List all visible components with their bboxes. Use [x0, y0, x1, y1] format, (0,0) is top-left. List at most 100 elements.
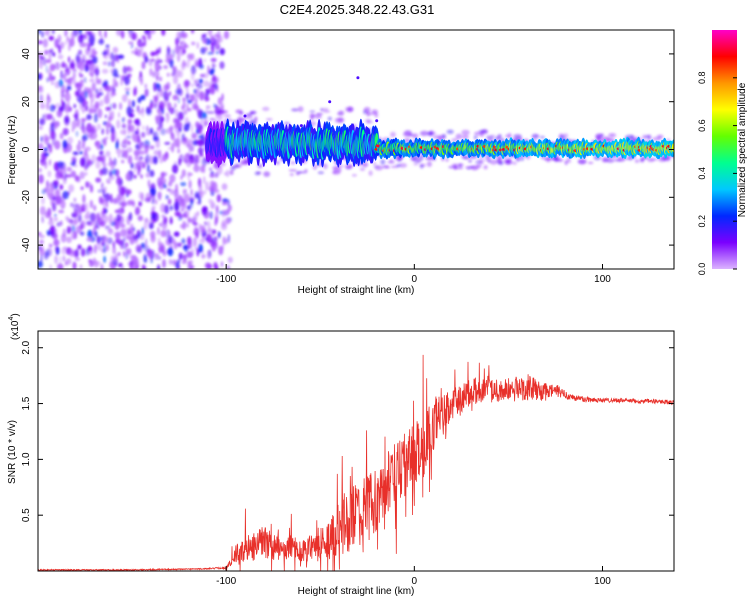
noise-blob — [86, 114, 92, 120]
noise-blob — [148, 155, 155, 165]
noise-blob — [167, 198, 172, 205]
haze-blob — [209, 167, 213, 171]
noise-blob — [99, 99, 104, 107]
noise-blob — [128, 99, 131, 108]
noise-blob — [213, 262, 218, 269]
noise-blob — [115, 221, 122, 229]
noise-blob — [164, 229, 171, 239]
noise-blob — [106, 195, 111, 200]
noise-blob — [176, 259, 181, 264]
noise-blob — [170, 219, 173, 224]
noise-blob — [199, 78, 203, 84]
noise-blob — [73, 203, 79, 213]
noise-blob — [79, 74, 84, 78]
noise-blob — [73, 197, 77, 203]
haze-blob — [458, 163, 462, 167]
noise-blob — [141, 107, 144, 114]
noise-blob — [194, 82, 200, 87]
noise-blob — [125, 189, 132, 195]
haze-blob — [317, 171, 324, 175]
noise-blob — [62, 255, 66, 262]
noise-blob — [101, 167, 108, 176]
haze-blob — [513, 134, 522, 139]
noise-blob — [184, 244, 189, 253]
noise-blob — [113, 157, 117, 166]
colorbar-scale — [712, 30, 737, 269]
noise-blob — [161, 214, 166, 219]
noise-blob — [196, 107, 201, 113]
snr-y-tick-label: 2.0 — [21, 340, 32, 354]
noise-blob — [46, 101, 49, 111]
noise-blob — [127, 248, 132, 256]
snr-panel: -100 0 100 0.5 1.0 1.5 2.0 Height of straight… — [7, 313, 675, 597]
noise-blob — [136, 246, 143, 254]
noise-blob — [118, 207, 125, 215]
noise-blob — [181, 238, 186, 244]
noise-blob — [130, 109, 135, 113]
noise-blob — [101, 68, 109, 74]
noise-blob — [86, 160, 92, 167]
noise-blob — [202, 73, 209, 79]
noise-blob — [222, 198, 229, 203]
noise-blob — [209, 69, 215, 76]
noise-blob — [191, 123, 193, 134]
noise-blob — [171, 142, 175, 153]
noise-blob — [154, 114, 161, 122]
noise-blob — [93, 204, 97, 211]
noise-blob — [80, 231, 85, 236]
noise-blob — [105, 244, 110, 252]
noise-blob — [96, 155, 103, 162]
noise-blob — [66, 166, 73, 172]
haze-blob — [402, 131, 412, 138]
noise-blob — [94, 230, 98, 238]
noise-blob — [103, 84, 109, 91]
noise-blob — [106, 136, 109, 140]
noise-blob — [127, 65, 131, 71]
snr-series-line — [38, 354, 674, 571]
noise-blob — [195, 246, 197, 251]
noise-blob — [66, 112, 69, 120]
haze-blob — [477, 159, 485, 162]
haze-blob — [374, 165, 383, 171]
noise-blob — [140, 242, 145, 249]
noise-blob — [38, 231, 42, 236]
noise-blob — [68, 184, 75, 193]
spectrogram-y-tick-label: 20 — [21, 96, 32, 108]
haze-blob — [540, 136, 545, 139]
noise-blob — [105, 106, 111, 111]
haze-blob — [498, 155, 503, 160]
snr-background — [38, 331, 674, 571]
noise-blob — [96, 242, 102, 251]
noise-blob — [176, 31, 182, 39]
noise-blob — [123, 236, 126, 242]
noise-blob — [133, 149, 140, 157]
haze-blob — [465, 166, 472, 169]
noise-blob — [74, 216, 81, 224]
snr-x-ticks: -100 0 100 — [216, 566, 611, 587]
haze-blob — [515, 157, 521, 162]
noise-blob — [110, 132, 115, 143]
noise-blob — [202, 176, 206, 185]
noise-blob — [128, 113, 135, 118]
noise-blob — [101, 156, 104, 165]
noise-blob — [141, 264, 145, 269]
spark — [356, 76, 360, 80]
noise-blob — [39, 239, 44, 244]
noise-blob — [94, 224, 97, 230]
noise-blob — [169, 107, 175, 115]
noise-blob — [149, 187, 156, 196]
noise-blob — [215, 205, 219, 214]
noise-blob — [72, 67, 77, 74]
noise-blob — [92, 257, 97, 264]
noise-blob — [170, 129, 173, 137]
haze-blob — [490, 134, 496, 137]
noise-blob — [183, 99, 186, 110]
noise-blob — [59, 184, 64, 191]
noise-blob — [116, 119, 121, 129]
noise-blob — [38, 30, 41, 35]
haze-blob — [453, 164, 458, 170]
noise-blob — [59, 105, 65, 112]
noise-blob — [187, 236, 192, 246]
noise-blob — [221, 261, 223, 268]
haze-blob — [642, 134, 647, 140]
